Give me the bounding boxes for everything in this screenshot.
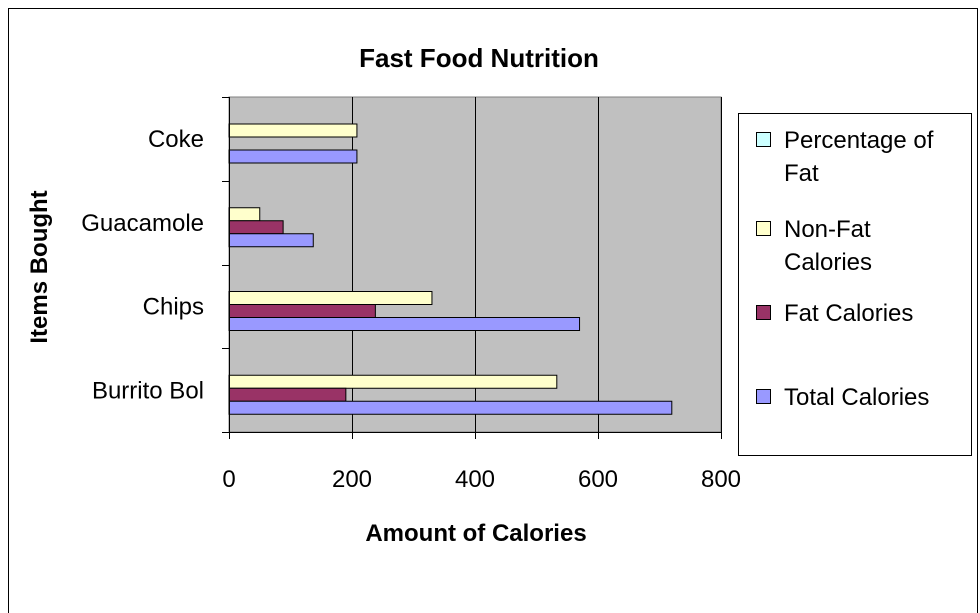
x-tick-label-800: 800: [701, 466, 741, 493]
x-tick-label-600: 600: [578, 466, 618, 493]
chart-svg: Fast Food Nutrition Burrito Bol Chips Guac…: [26, 43, 972, 547]
y-axis-title: Items Bought: [26, 190, 53, 343]
bar-burrito-bol-fat-calories: [228, 387, 347, 402]
legend-box: [738, 113, 972, 456]
x-axis-title: Amount of Calories: [365, 520, 586, 547]
bar-coke-total-calories: [228, 149, 358, 164]
legend-label-line: Fat: [784, 160, 819, 187]
legend-swatch-percentage-of-fat: [756, 132, 771, 147]
chart-frame: Fast Food Nutrition Burrito Bol Chips Guac…: [8, 8, 978, 613]
x-tick-label-200: 200: [332, 466, 372, 493]
legend-label-line: Fat Calories: [784, 300, 913, 327]
y-tick-label-coke: Coke: [148, 126, 204, 153]
bar-chips-total-calories: [228, 317, 581, 331]
x-tick-label-0: 0: [222, 466, 235, 493]
bar-burrito-bol-total-calories: [228, 400, 673, 415]
y-tick-label-chips: Chips: [143, 294, 204, 321]
bar-guacamole-fat-calories: [228, 220, 284, 235]
legend-label-line: Percentage of: [784, 127, 934, 154]
bar-coke-non-fat-calories: [228, 123, 358, 138]
legend-label-line: Total Calories: [784, 384, 929, 411]
legend-label-fat-calories: Fat Calories: [784, 300, 913, 327]
legend-label-percentage-of-fat: Percentage of Fat: [784, 127, 934, 187]
legend-label-total-calories: Total Calories: [784, 384, 929, 411]
legend-label-line: Non-Fat: [784, 216, 871, 243]
legend-swatch-non-fat-calories: [756, 221, 771, 236]
y-tick-label-burrito-bol: Burrito Bol: [92, 377, 204, 404]
bar-chips-fat-calories: [228, 304, 376, 318]
x-tick-label-400: 400: [455, 466, 495, 493]
bars: [228, 123, 673, 415]
legend-label-non-fat-calories: Non-Fat Calories: [784, 216, 872, 276]
axes: [222, 97, 722, 439]
bar-guacamole-non-fat-calories: [228, 207, 261, 222]
bar-burrito-bol-non-fat-calories: [228, 374, 558, 389]
legend-label-line: Calories: [784, 249, 872, 276]
tick-labels: Burrito Bol Chips Guacamole Coke 0 200 400 600 8…: [81, 126, 741, 493]
chart-title: Fast Food Nutrition: [359, 43, 599, 73]
legend: Percentage of Fat Non-Fat Calories Fat Calor…: [738, 113, 972, 456]
y-tick-label-guacamole: Guacamole: [81, 210, 204, 237]
bar-guacamole-total-calories: [228, 233, 314, 248]
legend-swatch-total-calories: [756, 389, 771, 404]
legend-swatch-fat-calories: [756, 305, 771, 320]
bar-chips-non-fat-calories: [228, 291, 433, 305]
